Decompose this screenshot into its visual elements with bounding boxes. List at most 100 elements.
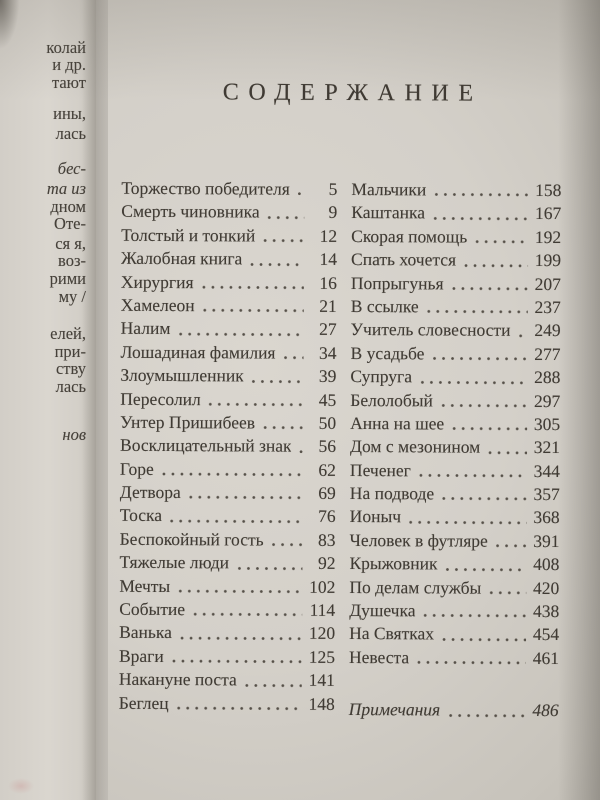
toc-entry-page: 56 bbox=[318, 436, 337, 457]
toc-entry-title: Спать хочется bbox=[351, 249, 457, 270]
toc-row: Мальчики 158 bbox=[351, 179, 561, 203]
toc-entry-title: Учитель словесности bbox=[350, 319, 511, 341]
dot-leader bbox=[265, 213, 305, 222]
toc-entry-title: Злоумышленник bbox=[120, 364, 244, 386]
toc-row: Ионыч 368 bbox=[350, 506, 560, 530]
left-page-fragment: лась bbox=[55, 377, 86, 396]
toc-row: Спать хочется 199 bbox=[351, 249, 561, 273]
dot-leader bbox=[295, 190, 305, 199]
toc-entry-title: Событие bbox=[119, 598, 186, 620]
toc-entry-page: 5 bbox=[328, 178, 338, 199]
toc-entry-title: Накануне поста bbox=[118, 668, 237, 690]
toc-entry-page: 120 bbox=[308, 623, 336, 644]
toc-row: Событие 114 bbox=[119, 599, 335, 624]
dot-leader bbox=[430, 354, 528, 364]
toc-row: Восклицательный знак 56 bbox=[120, 435, 336, 460]
dot-leader bbox=[261, 236, 305, 245]
toc-entry-page: 438 bbox=[532, 600, 560, 622]
toc-row: Накануне поста 141 bbox=[119, 669, 335, 694]
left-page-fragment: му / bbox=[58, 287, 86, 306]
dot-leader bbox=[430, 214, 529, 223]
left-page-fragment: нов bbox=[62, 425, 86, 444]
toc-row: Супруга 288 bbox=[350, 366, 560, 390]
left-page-fragment: бес- bbox=[57, 159, 86, 178]
toc-entry-page: 92 bbox=[317, 553, 336, 574]
dot-leader bbox=[297, 447, 304, 456]
toc-entry-title: На подводе bbox=[349, 483, 435, 504]
toc-row: Тяжелые люди 92 bbox=[119, 552, 335, 577]
dot-leader bbox=[461, 261, 529, 270]
toc-entry-title: Попрыгунья bbox=[350, 272, 444, 294]
toc-entry-title: Ионыч bbox=[349, 506, 402, 527]
toc-column-left: Торжество победителя 5 Смерть чиновника 9 То… bbox=[119, 178, 338, 723]
toc-entry-title: Жалобная книга bbox=[121, 247, 243, 269]
dot-leader bbox=[199, 283, 304, 292]
dot-leader bbox=[424, 307, 528, 317]
toc-entry-page: 102 bbox=[309, 576, 336, 597]
toc-entry-page: 27 bbox=[319, 319, 337, 340]
corner-shadow bbox=[0, 0, 30, 80]
left-page-fragment: при- bbox=[54, 342, 86, 361]
toc-entry-title: Толстый и тонкий bbox=[121, 224, 256, 246]
dot-leader bbox=[446, 711, 526, 720]
toc-row: Примечания 486 bbox=[349, 699, 559, 723]
dot-leader bbox=[176, 329, 304, 339]
toc-entry-title: Крыжовник bbox=[349, 553, 438, 574]
dot-leader bbox=[417, 377, 528, 387]
toc-row: Горе 62 bbox=[120, 458, 336, 483]
left-page-fragment: дном bbox=[50, 197, 86, 216]
toc-row: Мечты 102 bbox=[119, 575, 335, 600]
toc-entry-page: 34 bbox=[319, 342, 337, 363]
toc-entry-page: 62 bbox=[318, 459, 337, 480]
dot-leader bbox=[200, 306, 304, 316]
toc-entry-title: Тоска bbox=[119, 505, 163, 526]
toc-row: Дом с мезонином 321 bbox=[350, 436, 560, 460]
left-page-fragment: елей, bbox=[50, 324, 86, 343]
dot-leader bbox=[473, 237, 529, 247]
dot-leader bbox=[174, 704, 302, 713]
toc-entry-page: 368 bbox=[533, 507, 560, 528]
dot-leader bbox=[159, 470, 303, 479]
toc-entry-page: 83 bbox=[318, 529, 336, 550]
left-page-fragment: лась bbox=[55, 124, 86, 143]
toc-row: Враги 125 bbox=[119, 646, 335, 671]
top-lighting-shade bbox=[0, 0, 600, 100]
toc-entry-title: Налим bbox=[120, 318, 171, 339]
dot-leader bbox=[176, 587, 303, 596]
toc-entry-page: 45 bbox=[318, 389, 337, 410]
toc-row: Детвора 69 bbox=[120, 482, 336, 507]
toc-entry-title: Мальчики bbox=[351, 178, 427, 200]
dot-leader bbox=[416, 471, 527, 480]
toc-entry-page: 16 bbox=[319, 272, 337, 293]
dot-leader bbox=[449, 284, 528, 293]
dot-leader bbox=[443, 565, 527, 574]
toc-entry-title: Супруга bbox=[350, 366, 413, 387]
toc-row: Печенег 344 bbox=[350, 460, 560, 484]
toc-row: Пересолил 45 bbox=[120, 388, 336, 413]
toc-entry-page: 344 bbox=[533, 460, 561, 481]
toc-row: Анна на шее 305 bbox=[350, 413, 560, 437]
toc-row: Учитель словесности 249 bbox=[351, 319, 561, 343]
toc-entry-page: 199 bbox=[534, 250, 562, 271]
toc-row: Хамелеон 21 bbox=[121, 295, 337, 320]
toc-row: Налим 27 bbox=[121, 318, 337, 343]
toc-row: Тоска 76 bbox=[120, 505, 336, 530]
dot-leader bbox=[450, 424, 528, 434]
dot-leader bbox=[421, 611, 527, 621]
toc-entry-page: 148 bbox=[308, 693, 335, 714]
toc-entry-title: По делам службы bbox=[349, 576, 482, 598]
toc-entry-title: В ссылке bbox=[350, 295, 419, 317]
toc-row: Смерть чиновника 9 bbox=[121, 201, 337, 226]
toc-entry-page: 141 bbox=[308, 669, 335, 691]
toc-entry-title: Примечания bbox=[348, 699, 441, 720]
toc-row: Беглец 148 bbox=[119, 692, 335, 717]
left-page-fragment: ины, bbox=[53, 104, 86, 123]
toc-row: Душечка 438 bbox=[349, 600, 559, 624]
toc-row: На Святках 454 bbox=[349, 623, 559, 647]
toc-entry-title: Детвора bbox=[119, 481, 181, 503]
toc-row: Беспокойный гость 83 bbox=[120, 529, 336, 554]
dot-leader bbox=[177, 633, 303, 643]
toc-entry-page: 461 bbox=[532, 647, 560, 668]
